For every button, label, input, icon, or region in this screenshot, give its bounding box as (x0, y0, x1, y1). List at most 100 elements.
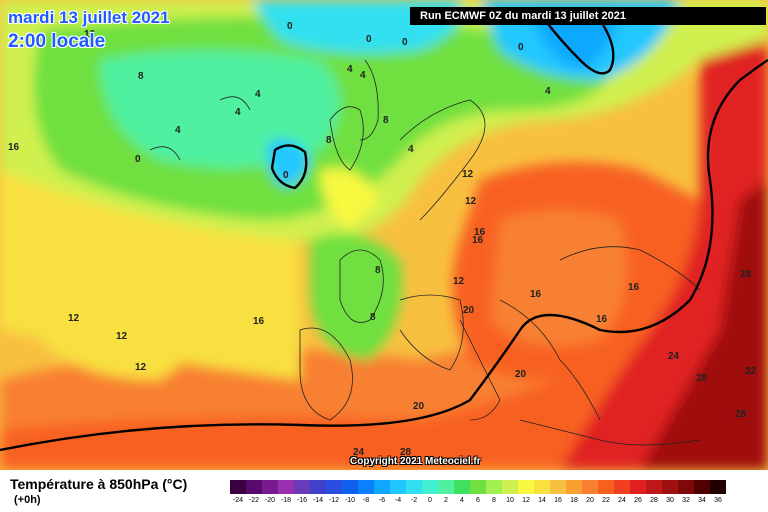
scale-label: 26 (634, 497, 642, 504)
scale-label: 16 (554, 497, 562, 504)
isotherm-label: 16 (84, 29, 96, 40)
weather-map: 16 16 8 4 0 4 4 0 0 0 4 4 0 4 8 8 4 12 12 16 8 12 12 16 16 12 16 20… (0, 0, 768, 470)
isotherm-label: 8 (370, 312, 376, 323)
scale-swatch (582, 480, 598, 494)
time-title: 2:00 locale (8, 31, 106, 52)
isotherm-label: 4 (408, 144, 414, 155)
scale-swatch (534, 480, 550, 494)
isotherm-label: 16 (472, 235, 484, 246)
scale-swatch (278, 480, 294, 494)
scale-swatch (326, 480, 342, 494)
isotherm-label: 12 (116, 331, 128, 342)
scale-label: 6 (476, 497, 480, 504)
scale-swatch (566, 480, 582, 494)
scale-label: -16 (296, 497, 308, 504)
scale-label: -12 (328, 497, 340, 504)
isotherm-label: 16 (474, 227, 486, 238)
scale-swatch (374, 480, 390, 494)
date-title: mardi 13 juillet 2021 (8, 8, 170, 27)
isotherm-label: 12 (462, 169, 474, 180)
isotherm-label: 4 (235, 107, 241, 118)
scale-swatch (614, 480, 630, 494)
isotherm-label: 0 (135, 154, 141, 165)
scale-label: 34 (698, 497, 706, 504)
scale-swatch (550, 480, 566, 494)
isotherm-label: 28 (696, 373, 708, 384)
isotherm-label: 8 (383, 115, 389, 126)
isotherm-label: 4 (347, 64, 353, 75)
scale-label: 28 (650, 497, 658, 504)
scale-label: -18 (280, 497, 292, 504)
isotherm-label: 32 (745, 366, 757, 377)
scale-label: 2 (444, 497, 448, 504)
scale-swatch (230, 480, 246, 494)
scale-label: -22 (248, 497, 260, 504)
scale-swatch (262, 480, 278, 494)
isotherm-label: 16 (253, 316, 265, 327)
scale-label: 14 (538, 497, 546, 504)
twenty-isotherm (0, 58, 768, 452)
isotherm-label: 0 (283, 170, 289, 181)
scale-label: 24 (618, 497, 626, 504)
scale-swatch (422, 480, 438, 494)
scale-label: -20 (264, 497, 276, 504)
isotherm-label: 24 (353, 447, 365, 458)
legend-footer: Température à 850hPa (°C) (+0h) -24 -22 -2… (0, 470, 768, 512)
scale-swatch (646, 480, 662, 494)
isotherm-label: 4 (255, 89, 261, 100)
scale-swatch (470, 480, 486, 494)
scale-label: 20 (586, 497, 594, 504)
scale-label: -10 (344, 497, 356, 504)
scale-swatch (662, 480, 678, 494)
copyright-text: Copyright 2021 Meteociel.fr (350, 456, 481, 467)
scale-swatch (502, 480, 518, 494)
scale-swatch (454, 480, 470, 494)
scale-swatch (598, 480, 614, 494)
isotherm-label: 12 (68, 313, 80, 324)
scale-label: -24 (232, 497, 244, 504)
scale-swatch (358, 480, 374, 494)
legend-subtitle: (+0h) (14, 494, 41, 506)
isotherm-label: 12 (453, 276, 465, 287)
scale-label: 0 (428, 497, 432, 504)
scale-swatch (710, 480, 726, 494)
scale-swatch (518, 480, 534, 494)
isotherm-label: 24 (668, 351, 680, 362)
scale-label: -2 (410, 497, 418, 504)
scale-label: -4 (394, 497, 402, 504)
isotherm-label: 16 (8, 142, 20, 153)
isotherm-label: 0 (402, 37, 408, 48)
scale-label: 36 (714, 497, 722, 504)
isotherm-label: 16 (530, 289, 542, 300)
scale-swatch (246, 480, 262, 494)
scale-swatch (438, 480, 454, 494)
zero-isotherm (270, 19, 615, 190)
isotherm-label: 20 (463, 305, 475, 316)
scale-label: 32 (682, 497, 690, 504)
color-scale (230, 480, 726, 494)
scale-swatch (678, 480, 694, 494)
scale-label: 22 (602, 497, 610, 504)
isotherm-label: 28 (740, 269, 752, 280)
isotherm-label: 8 (326, 135, 332, 146)
scale-label: 8 (492, 497, 496, 504)
isotherm-label: 20 (413, 401, 425, 412)
isotherm-label: 0 (518, 42, 524, 53)
scale-label: 30 (666, 497, 674, 504)
scale-label: 12 (522, 497, 530, 504)
scale-label: 18 (570, 497, 578, 504)
scale-label: -8 (362, 497, 370, 504)
scale-swatch (406, 480, 422, 494)
scale-swatch (310, 480, 326, 494)
scale-swatch (390, 480, 406, 494)
isotherm-label: 8 (375, 265, 381, 276)
legend-title: Température à 850hPa (°C) (10, 476, 188, 492)
scale-swatch (294, 480, 310, 494)
scale-swatch (342, 480, 358, 494)
coastlines (149, 59, 701, 446)
scale-label: 10 (506, 497, 514, 504)
isotherm-label: 16 (628, 282, 640, 293)
isotherm-label: 0 (287, 21, 293, 32)
isotherm-label: 4 (545, 86, 551, 97)
